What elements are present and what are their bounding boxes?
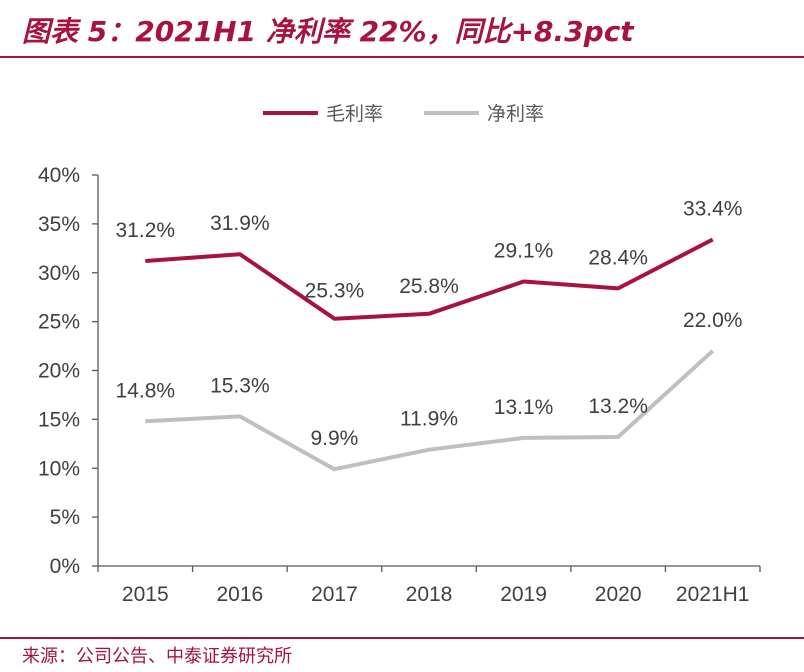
y-tick-label: 25% — [38, 311, 80, 334]
gross-margin-data-label: 31.9% — [210, 212, 270, 235]
figure-title: 图表 5：2021H1 净利率 22%，同比+8.3pct — [22, 15, 634, 48]
legend-label-net-margin: 净利率 — [487, 103, 544, 125]
y-tick-label: 5% — [50, 506, 80, 529]
line-chart: 毛利率 净利率 0% 5% 10% 15% 20% 25% 30% 35% 40% 2015 201… — [38, 103, 761, 606]
gross-margin-data-label: 29.1% — [494, 240, 554, 263]
title-divider — [0, 56, 804, 58]
x-tick-label: 2021H1 — [676, 583, 750, 606]
y-tick-label: 35% — [38, 213, 80, 236]
gross-margin-line — [145, 237, 714, 321]
y-tick-label: 30% — [38, 262, 80, 285]
y-tick-label: 20% — [38, 360, 80, 383]
y-tick-label: 15% — [38, 408, 80, 431]
net-margin-data-label: 14.8% — [116, 379, 176, 402]
net-margin-data-label: 15.3% — [210, 374, 270, 397]
x-tick-label: 2017 — [311, 583, 358, 606]
gross-margin-data-label: 28.4% — [588, 246, 648, 269]
net-margin-data-label: 13.2% — [588, 395, 648, 418]
gross-margin-data-label: 31.2% — [116, 219, 176, 242]
net-margin-data-label: 22.0% — [683, 309, 743, 332]
source-divider — [0, 637, 804, 639]
net-margin-line — [145, 349, 715, 472]
gross-margin-data-label: 25.8% — [399, 275, 459, 298]
y-tick-label: 0% — [50, 555, 80, 578]
x-tick-label: 2015 — [122, 583, 169, 606]
y-tick-label: 10% — [38, 457, 80, 480]
x-tick-label: 2016 — [216, 583, 263, 606]
y-tick-label: 40% — [38, 164, 80, 187]
gross-margin-data-label: 33.4% — [683, 198, 743, 221]
x-tick-label: 2018 — [406, 583, 453, 606]
net-margin-data-label: 13.1% — [494, 396, 554, 419]
x-tick-label: 2019 — [500, 583, 547, 606]
legend: 毛利率 净利率 — [263, 103, 544, 125]
legend-label-gross-margin: 毛利率 — [326, 103, 383, 125]
axes: 0% 5% 10% 15% 20% 25% 30% 35% 40% 2015 2016 2017 201… — [38, 164, 761, 606]
series-lines — [145, 237, 715, 472]
net-margin-data-label: 11.9% — [400, 408, 458, 431]
x-tick-label: 2020 — [595, 583, 642, 606]
gross-margin-data-label: 25.3% — [305, 280, 365, 303]
data-labels: 31.2% 31.9% 25.3% 25.8% 29.1% 28.4% 33.4% 14.8%… — [116, 198, 743, 451]
source-note: 来源：公司公告、中泰证券研究所 — [22, 646, 292, 667]
net-margin-data-label: 9.9% — [310, 427, 358, 450]
